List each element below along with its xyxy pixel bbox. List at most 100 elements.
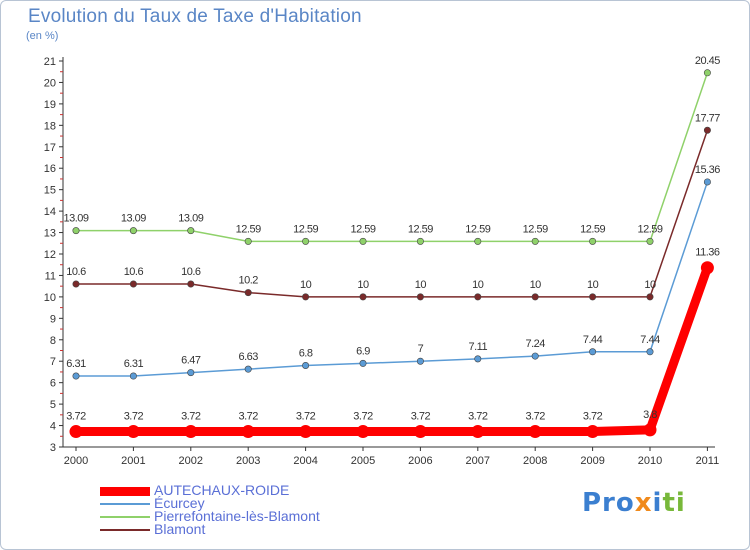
- data-label: 3.72: [181, 411, 201, 423]
- y-tick-label: 4: [50, 421, 56, 433]
- data-label: 6.47: [181, 355, 201, 367]
- y-tick-label: 7: [50, 356, 56, 368]
- data-label: 7.11: [469, 341, 488, 353]
- data-point: [72, 227, 80, 235]
- data-point: [126, 425, 140, 439]
- y-tick-label: 19: [44, 99, 56, 111]
- data-point: [359, 359, 367, 367]
- data-label: 12.59: [293, 223, 318, 235]
- data-label: 10: [644, 279, 656, 291]
- y-tick-label: 14: [44, 206, 56, 218]
- data-point: [356, 425, 370, 439]
- data-point: [643, 423, 657, 437]
- data-label: 6.31: [124, 358, 144, 370]
- data-label: 6.8: [299, 348, 313, 360]
- y-tick-label: 3: [50, 442, 56, 454]
- data-label: 12.59: [408, 223, 433, 235]
- legend-label: AUTECHAUX-ROIDE: [154, 482, 290, 498]
- x-tick-label: 2007: [466, 455, 490, 467]
- data-label: 6.9: [356, 345, 370, 357]
- data-label: 3.72: [353, 411, 373, 423]
- data-point: [531, 237, 539, 245]
- data-point: [244, 289, 252, 297]
- legend-swatch: [100, 487, 150, 496]
- data-label: 3.72: [468, 411, 488, 423]
- proxiti-logo: Proxiti: [582, 488, 686, 518]
- data-point: [241, 425, 255, 439]
- x-tick-label: 2011: [696, 455, 720, 467]
- data-point: [187, 227, 195, 235]
- data-point: [474, 237, 482, 245]
- data-point: [589, 348, 597, 356]
- legend-label: Écurcey: [154, 495, 205, 511]
- legend-swatch: [100, 529, 150, 531]
- data-label: 12.59: [350, 223, 375, 235]
- x-tick-label: 2004: [293, 455, 317, 467]
- data-point: [129, 280, 137, 288]
- series-line: [75, 129, 709, 298]
- y-tick-label: 11: [45, 270, 56, 282]
- data-point: [129, 227, 137, 235]
- y-tick-label: 8: [50, 335, 56, 347]
- data-label: 12.59: [523, 223, 548, 235]
- data-label: 10.6: [181, 266, 201, 278]
- data-label: 11.36: [695, 247, 720, 259]
- data-label: 12.59: [637, 223, 662, 235]
- data-point: [528, 425, 542, 439]
- data-label: 3.72: [583, 411, 603, 423]
- data-label: 3.72: [238, 411, 258, 423]
- data-point: [703, 69, 711, 77]
- data-label: 3.72: [124, 411, 144, 423]
- data-label: 7.44: [640, 334, 660, 346]
- data-point: [302, 293, 310, 301]
- data-label: 3.72: [411, 411, 431, 423]
- data-point: [413, 425, 427, 439]
- chart-title: Evolution du Taux de Taxe d'Habitation: [28, 6, 362, 27]
- series-line: [75, 72, 709, 243]
- data-label: 10: [300, 279, 312, 291]
- x-tick-label: 2005: [351, 455, 375, 467]
- data-point: [586, 425, 600, 439]
- data-point: [244, 237, 252, 245]
- y-tick-label: 15: [44, 185, 56, 197]
- y-tick-label: 18: [44, 120, 56, 132]
- data-point: [72, 372, 80, 380]
- data-point: [531, 293, 539, 301]
- data-label: 10: [587, 279, 599, 291]
- x-tick-label: 2001: [121, 455, 145, 467]
- data-label: 10: [357, 279, 369, 291]
- data-label: 12.59: [580, 223, 605, 235]
- x-tick-label: 2008: [523, 455, 547, 467]
- chart-subtitle: (en %): [26, 30, 59, 42]
- data-point: [474, 293, 482, 301]
- y-tick-label: 5: [50, 399, 56, 411]
- data-point: [184, 425, 198, 439]
- data-point: [646, 237, 654, 245]
- data-point: [416, 237, 424, 245]
- data-point: [589, 293, 597, 301]
- data-label: 15.36: [695, 164, 720, 176]
- data-label: 3.72: [525, 411, 545, 423]
- data-point: [703, 126, 711, 134]
- series-line: [75, 181, 709, 377]
- data-point: [302, 362, 310, 370]
- data-point: [646, 348, 654, 356]
- data-label: 10.2: [238, 275, 258, 287]
- x-tick-label: 2010: [638, 455, 662, 467]
- y-tick-label: 21: [44, 56, 56, 68]
- data-label: 10.6: [124, 266, 144, 278]
- data-point: [72, 280, 80, 288]
- series-line: [71, 263, 712, 437]
- y-tick-label: 9: [50, 313, 56, 325]
- data-point: [129, 372, 137, 380]
- data-label: 13.09: [63, 213, 88, 225]
- y-tick-label: 16: [44, 163, 56, 175]
- data-point: [299, 425, 313, 439]
- data-point: [302, 237, 310, 245]
- data-label: 13.09: [178, 213, 203, 225]
- x-tick-label: 2000: [64, 455, 88, 467]
- data-point: [187, 280, 195, 288]
- legend-label: Blamont: [154, 521, 206, 537]
- data-point: [416, 357, 424, 365]
